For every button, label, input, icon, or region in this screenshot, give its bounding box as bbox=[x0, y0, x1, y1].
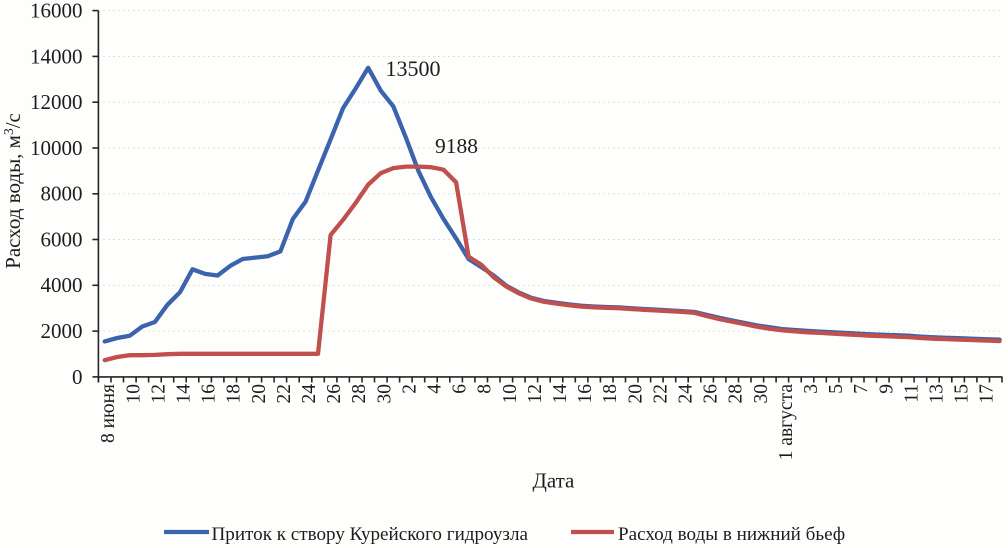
svg-text:18: 18 bbox=[224, 384, 245, 404]
svg-text:30: 30 bbox=[751, 384, 772, 404]
svg-text:20: 20 bbox=[625, 384, 646, 404]
svg-text:4: 4 bbox=[425, 384, 446, 394]
svg-text:12: 12 bbox=[148, 384, 169, 404]
svg-text:26: 26 bbox=[324, 384, 345, 404]
svg-text:Расход воды в нижний бьеф: Расход воды в нижний бьеф bbox=[618, 524, 845, 545]
svg-text:10: 10 bbox=[123, 384, 144, 404]
svg-text:13500: 13500 bbox=[386, 56, 441, 81]
svg-text:Дата: Дата bbox=[533, 469, 576, 493]
svg-text:16: 16 bbox=[575, 384, 596, 404]
svg-text:12000: 12000 bbox=[30, 90, 83, 114]
svg-text:26: 26 bbox=[701, 384, 722, 404]
svg-text:14000: 14000 bbox=[30, 44, 83, 68]
svg-text:3: 3 bbox=[801, 384, 822, 394]
svg-text:10: 10 bbox=[500, 384, 521, 404]
svg-text:14: 14 bbox=[174, 384, 195, 404]
svg-text:22: 22 bbox=[274, 384, 295, 404]
svg-text:Приток к створу Курейского гид: Приток к створу Курейского гидроузла bbox=[212, 524, 529, 545]
svg-text:11: 11 bbox=[901, 384, 922, 403]
svg-text:28: 28 bbox=[726, 384, 747, 404]
svg-text:15: 15 bbox=[952, 384, 973, 404]
svg-text:0: 0 bbox=[72, 365, 83, 389]
svg-text:22: 22 bbox=[650, 384, 671, 404]
svg-text:2: 2 bbox=[399, 384, 420, 394]
svg-text:Расход воды, м3/с: Расход воды, м3/с bbox=[1, 113, 25, 269]
svg-text:24: 24 bbox=[299, 384, 320, 404]
svg-text:12: 12 bbox=[525, 384, 546, 404]
svg-text:13: 13 bbox=[927, 384, 948, 404]
svg-text:16000: 16000 bbox=[30, 0, 83, 23]
svg-text:2000: 2000 bbox=[41, 319, 83, 343]
svg-text:8000: 8000 bbox=[41, 182, 83, 206]
svg-text:18: 18 bbox=[600, 384, 621, 404]
svg-text:10000: 10000 bbox=[30, 136, 83, 160]
svg-text:7: 7 bbox=[851, 384, 872, 394]
svg-text:20: 20 bbox=[249, 384, 270, 404]
svg-text:8: 8 bbox=[475, 384, 496, 394]
svg-text:14: 14 bbox=[550, 384, 571, 404]
svg-text:9188: 9188 bbox=[435, 134, 478, 158]
svg-text:16: 16 bbox=[199, 384, 220, 404]
svg-text:28: 28 bbox=[349, 384, 370, 404]
svg-text:6000: 6000 bbox=[41, 227, 83, 251]
svg-text:8 июня: 8 июня bbox=[98, 384, 119, 443]
svg-text:5: 5 bbox=[826, 384, 847, 394]
svg-text:24: 24 bbox=[676, 384, 697, 404]
svg-text:1 августа: 1 августа bbox=[776, 384, 797, 461]
svg-text:4000: 4000 bbox=[41, 273, 83, 297]
svg-text:30: 30 bbox=[374, 384, 395, 404]
svg-text:9: 9 bbox=[876, 384, 897, 394]
svg-text:17: 17 bbox=[977, 384, 998, 404]
svg-text:6: 6 bbox=[450, 384, 471, 394]
